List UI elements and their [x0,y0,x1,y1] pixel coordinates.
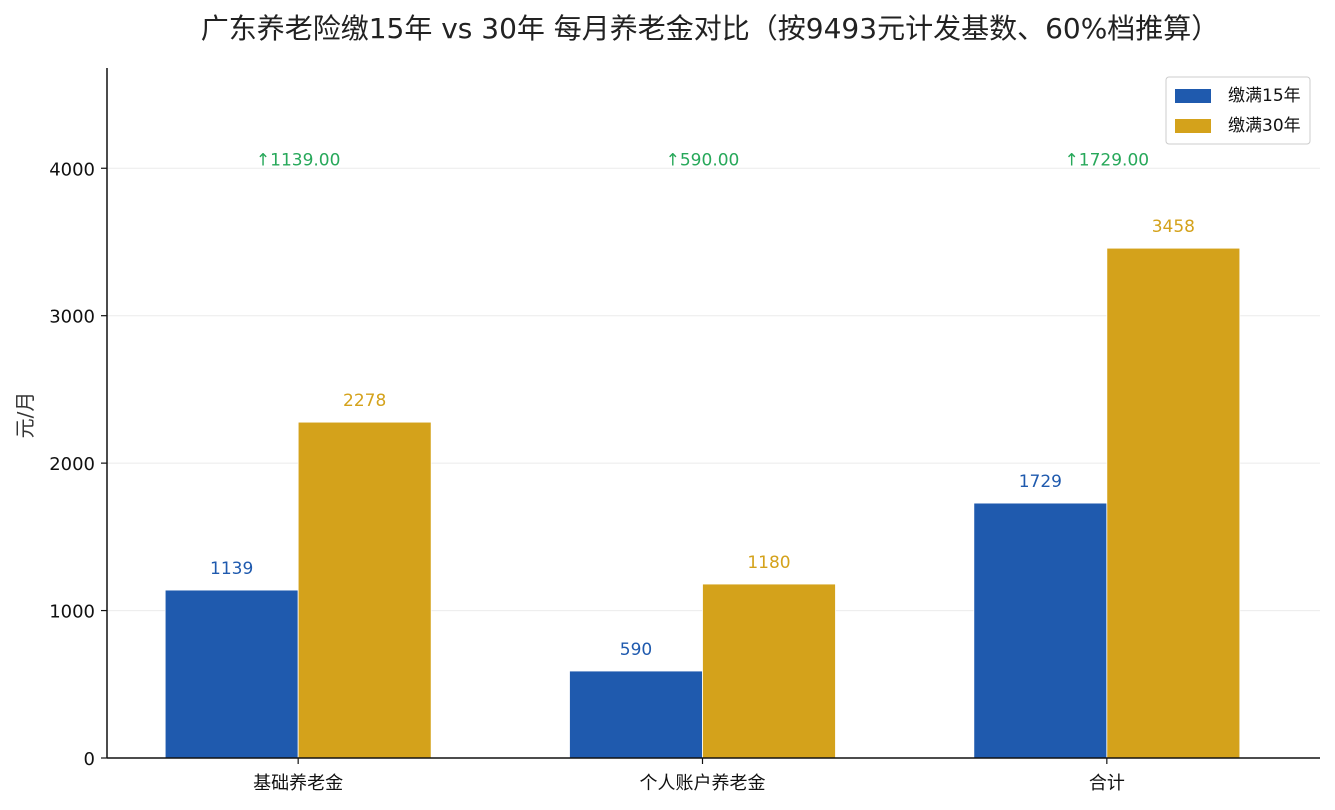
bar-value-label: 590 [620,640,652,660]
x-tick-label: 基础养老金 [253,773,343,794]
value-labels-group: 1139 2278 ↑1139.00 590 1180 ↑590.00 1729 3458 ↑1… [210,150,1195,660]
bar-value-label: 3458 [1152,217,1195,237]
y-tick-label: 2000 [49,454,95,475]
bar [297,421,432,759]
chart-title: 广东养老险缴15年 vs 30年 每月养老金对比（按9493元计发基数、60%档… [201,12,1220,45]
bar-value-label: 1180 [747,553,790,573]
y-tick-label: 1000 [49,602,95,623]
difference-label: ↑590.00 [666,150,740,170]
y-tick-label: 4000 [49,159,95,180]
difference-label: ↑1139.00 [256,150,341,170]
bar-value-label: 2278 [343,391,386,411]
legend-label-series-1: 缴满15年 [1228,86,1301,106]
bar [973,502,1108,759]
y-tick-label: 0 [84,749,95,770]
bar [164,589,299,759]
bar [569,670,703,759]
bar-value-label: 1139 [210,559,253,579]
x-tick-label: 个人账户养老金 [640,773,766,794]
legend-swatch-series-1 [1175,89,1211,103]
bar [702,583,836,759]
bar [1106,247,1241,759]
bars-group [164,247,1241,759]
legend: 缴满15年 缴满30年 [1165,76,1311,145]
axes [106,68,1320,759]
bar-value-label: 1729 [1019,472,1062,492]
y-tick-label: 3000 [49,307,95,328]
legend-swatch-series-2 [1175,119,1211,133]
difference-label: ↑1729.00 [1065,150,1150,170]
ticks-group: 0 1000 2000 3000 4000 基础养老金 个人账户养老金 合计 [49,159,1125,794]
legend-label-series-2: 缴满30年 [1228,116,1301,136]
x-tick-label: 合计 [1089,773,1125,794]
y-axis-label: 元/月 [13,392,37,439]
